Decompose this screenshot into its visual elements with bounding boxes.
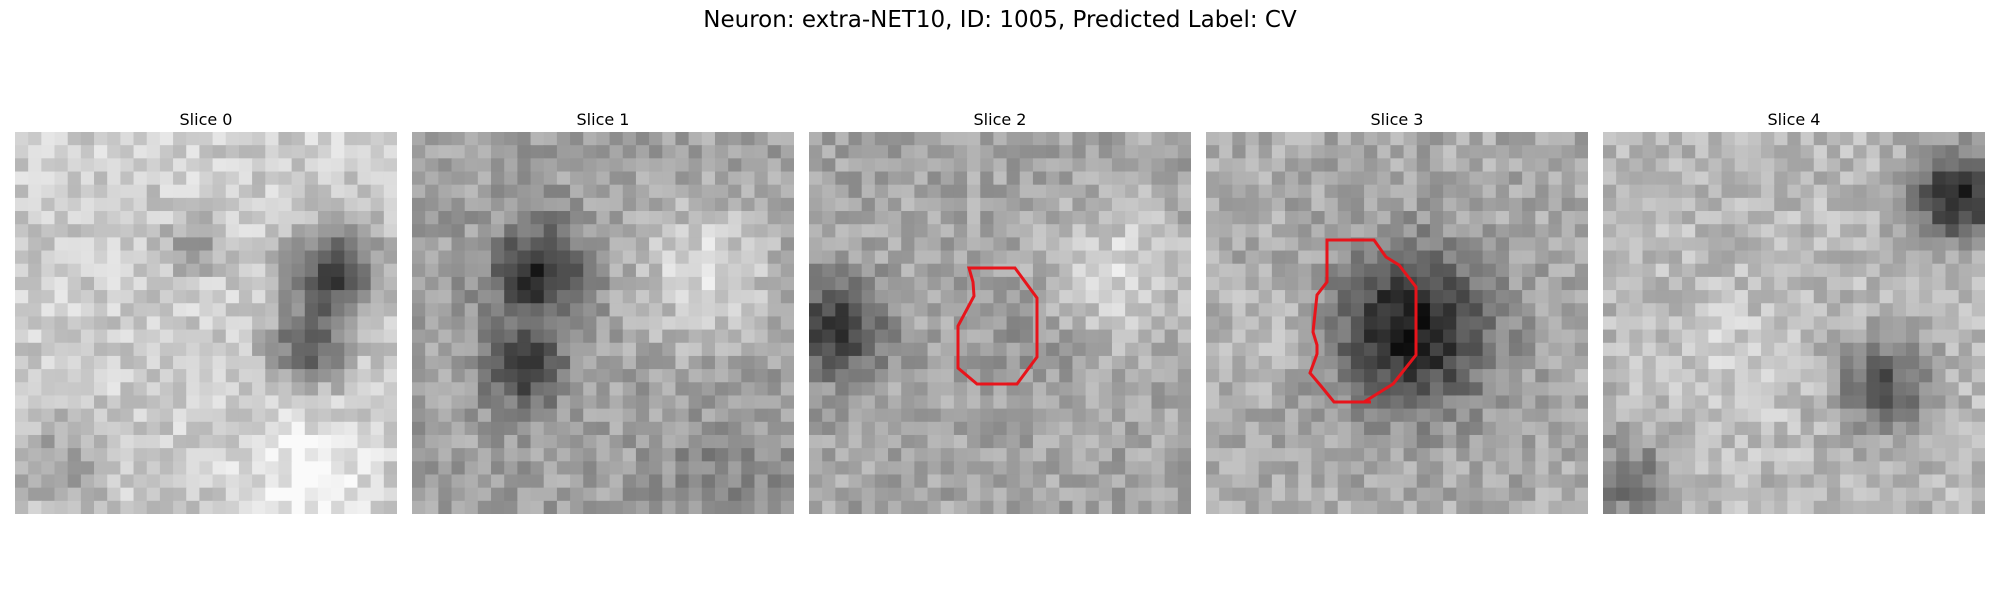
slice-title: Slice 4 (1767, 110, 1821, 129)
slice-panel-3: Slice 3 (1206, 108, 1588, 514)
slice-title: Slice 2 (973, 110, 1027, 129)
roi-outline (956, 266, 1039, 386)
slice-image-1 (412, 132, 794, 514)
figure-title: Neuron: extra-NET10, ID: 1005, Predicted… (703, 7, 1297, 33)
slice-title: Slice 0 (179, 110, 233, 129)
slice-panel-0: Slice 0 (15, 108, 397, 514)
slice-image-2 (809, 132, 1191, 514)
slice-title: Slice 1 (576, 110, 630, 129)
slice-title: Slice 3 (1370, 110, 1424, 129)
slice-panel-1: Slice 1 (412, 108, 794, 514)
slice-image-0 (15, 132, 397, 514)
roi-outline (1308, 238, 1418, 404)
slice-image-3 (1206, 132, 1588, 514)
slice-image-4 (1603, 132, 1985, 514)
slice-panel-2: Slice 2 (809, 108, 1191, 514)
slice-panel-4: Slice 4 (1603, 108, 1985, 514)
